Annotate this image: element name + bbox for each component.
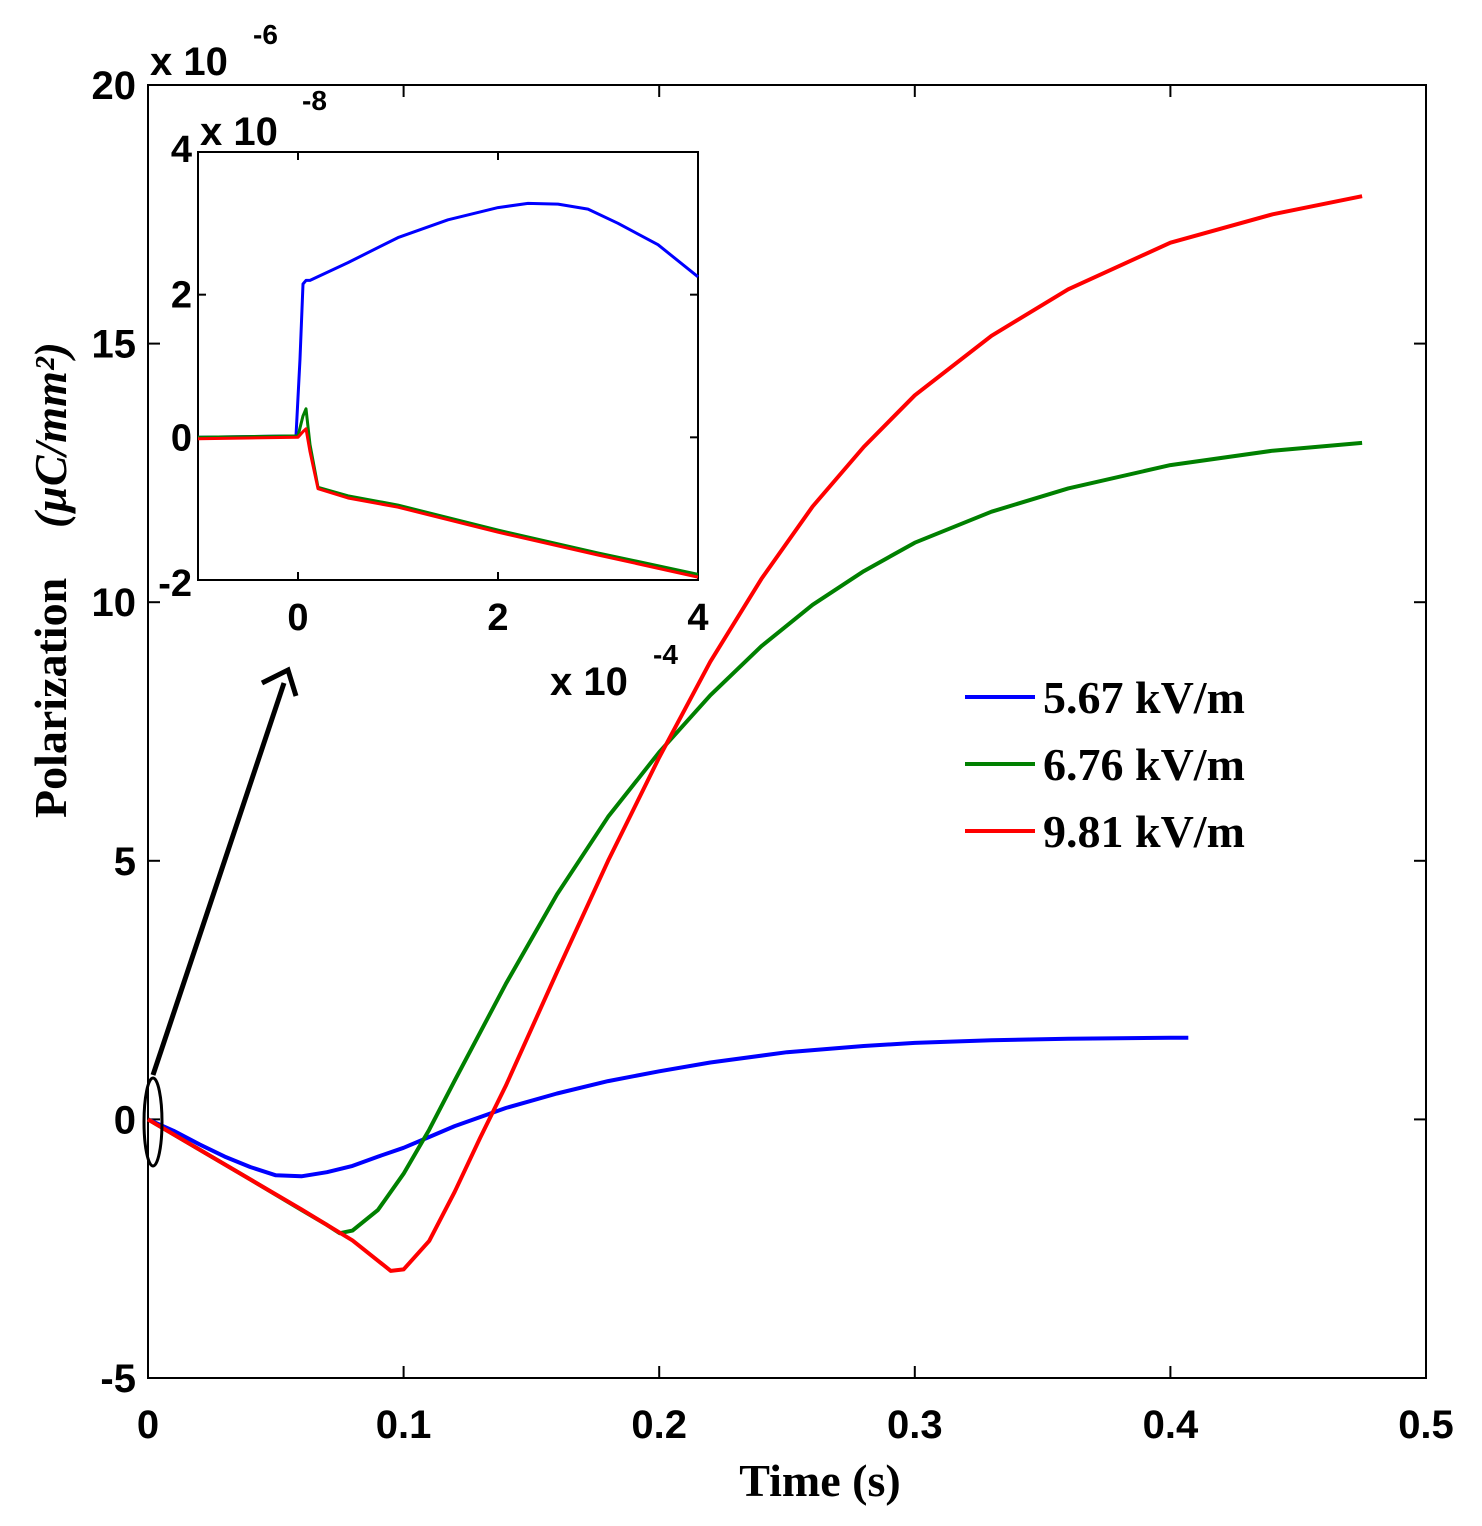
zoom-arrow-head [260, 666, 299, 697]
inset-axes-box [197, 151, 699, 581]
legend-label: 6.76 kV/m [1043, 739, 1245, 790]
legend: 5.67 kV/m 6.76 kV/m 9.81 kV/m [965, 672, 1245, 857]
y-tick-label: 15 [92, 323, 137, 367]
series-line-9-81-kV-m [146, 194, 1363, 1273]
x-tick-label: 0.4 [1143, 1403, 1199, 1447]
x-tick-label: 0.2 [631, 1403, 687, 1447]
inset-x-multiplier: x 10 [550, 660, 628, 704]
main-series [146, 194, 1363, 1273]
x-axis-label: Time (s) [739, 1455, 900, 1506]
y-axis-label: Polarization [25, 578, 76, 818]
x-tick-label: 0.3 [887, 1403, 943, 1447]
x-tick-label: 0 [137, 1403, 159, 1447]
legend-label: 9.81 kV/m [1043, 806, 1245, 857]
origin-ellipse [142, 1076, 164, 1168]
y-axis-unit: (µC/mm²) [25, 342, 76, 528]
inset-x-tick-label: 4 [687, 597, 708, 639]
x-tick-label: 0.5 [1398, 1403, 1454, 1447]
y-tick-label: 5 [114, 840, 136, 884]
inset-x-tick-label: 2 [487, 597, 508, 639]
y-tick-label: 0 [114, 1098, 136, 1142]
y-tick-label: 10 [92, 581, 137, 625]
inset-y-tick-label: 4 [171, 129, 192, 171]
inset-y-tick-label: -2 [158, 563, 192, 605]
x-tick-label: 0.1 [376, 1403, 432, 1447]
y-tick-label: 20 [92, 64, 137, 108]
zoom-arrow-shaft [150, 682, 287, 1076]
inset-y-multiplier-exp: -8 [302, 85, 327, 116]
legend-label: 5.67 kV/m [1043, 672, 1245, 723]
inset-y-tick-label: 0 [171, 417, 192, 459]
inset-x-tick-label: 0 [287, 597, 308, 639]
main-y-multiplier: x 10 [150, 40, 228, 84]
inset-ticks: 0 2 4 -2 0 2 4 [158, 129, 708, 639]
inset-x-multiplier-exp: -4 [653, 639, 678, 670]
y-tick-label: -5 [100, 1357, 136, 1401]
inset-y-tick-label: 2 [171, 275, 192, 317]
series-line-5-67-kV-m [147, 1035, 1189, 1179]
inset-y-multiplier: x 10 [200, 110, 278, 154]
main-y-multiplier-exp: -6 [253, 19, 278, 50]
inset-series-line-5-67-kV-m [197, 201, 699, 439]
inset-series-line-9-81-kV-m [197, 427, 699, 579]
inset-series [197, 201, 699, 579]
